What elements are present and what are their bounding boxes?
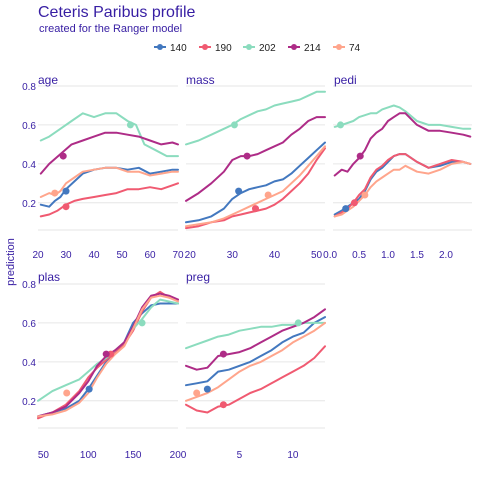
observation-point-140: [342, 205, 350, 213]
x-tick-label: 100: [80, 450, 97, 461]
x-tick-label: 1.0: [381, 250, 395, 261]
observation-point-202: [294, 319, 302, 327]
observation-point-202: [138, 319, 146, 327]
series-line-74: [37, 294, 179, 418]
legend-label-74: 74: [349, 43, 361, 54]
legend-label-214: 214: [304, 43, 321, 54]
observation-point-140: [203, 385, 211, 393]
legend-label-190: 190: [215, 43, 232, 54]
series-line-190: [185, 345, 326, 414]
observation-point-140: [235, 187, 243, 195]
y-tick-label: 0.2: [22, 199, 36, 210]
series-line-214: [185, 308, 326, 371]
observation-point-202: [337, 121, 345, 129]
x-tick-label: 5: [237, 450, 243, 461]
legend-marker-202: [246, 44, 252, 50]
series-line-190: [39, 182, 179, 218]
observation-point-190: [219, 401, 227, 409]
observation-point-214: [356, 152, 364, 160]
x-tick-label: 30: [60, 250, 72, 261]
panel-preg: preg 5 10: [185, 270, 326, 461]
y-tick-label: 0.8: [22, 280, 36, 291]
x-tick-label: 50: [311, 250, 323, 261]
observation-point-74: [264, 191, 272, 199]
legend-label-202: 202: [259, 43, 276, 54]
series-line-202: [333, 104, 472, 130]
observation-point-202: [230, 121, 238, 129]
x-tick-label: 1.5: [410, 250, 424, 261]
panel-mass: mass 20 30 40 50: [185, 73, 326, 261]
panel-title-mass: mass: [186, 73, 215, 87]
observation-point-190: [62, 203, 70, 211]
x-tick-label: 70: [172, 250, 184, 261]
observation-point-74: [361, 191, 369, 199]
y-tick-label: 0.4: [22, 160, 36, 171]
panel-title-pedi: pedi: [334, 73, 357, 87]
legend-marker-140: [157, 44, 163, 50]
x-tick-label: 20: [32, 250, 44, 261]
x-tick-label: 50: [38, 450, 50, 461]
series-line-140: [37, 302, 179, 418]
series-line-202: [39, 112, 179, 158]
series-line-202: [37, 298, 179, 402]
y-tick-label: 0.6: [22, 319, 36, 330]
observation-point-214: [243, 152, 251, 160]
panel-pedi: pedi 0.0 0.5 1.0 1.5 2.0: [323, 73, 472, 261]
x-tick-label: 2.0: [439, 250, 453, 261]
series-line-214: [39, 131, 179, 175]
x-tick-label: 20: [185, 250, 197, 261]
panel-title-preg: preg: [186, 270, 210, 284]
series-line-214: [185, 116, 326, 202]
y-tick-label: 0.2: [22, 397, 36, 408]
x-tick-label: 0.0: [323, 250, 337, 261]
observation-point-190: [252, 205, 259, 213]
panel-title-age: age: [38, 73, 58, 87]
panel-title-plas: plas: [38, 270, 60, 284]
observation-point-140: [62, 187, 70, 195]
x-tick-label: 60: [144, 250, 156, 261]
y-tick-label: 0.4: [22, 358, 36, 369]
x-tick-label: 40: [88, 250, 100, 261]
legend-marker-190: [202, 44, 208, 50]
y-tick-label: 0.6: [22, 121, 36, 132]
observation-point-190: [350, 199, 358, 207]
observation-point-214: [219, 350, 227, 358]
observation-point-140: [85, 385, 93, 393]
x-tick-label: 40: [269, 250, 281, 261]
observation-point-214: [102, 350, 110, 358]
y-axis-label: prediction: [5, 238, 17, 286]
x-tick-label: 0.5: [352, 250, 366, 261]
series-line-214: [333, 112, 472, 177]
series-line-74: [333, 160, 472, 218]
x-tick-label: 10: [287, 450, 299, 461]
observation-point-74: [193, 389, 201, 397]
legend-marker-74: [336, 44, 342, 50]
x-tick-label: 50: [116, 250, 128, 261]
observation-point-214: [59, 152, 67, 160]
chart-title: Ceteris Paribus profile: [38, 4, 196, 21]
legend: 140 190 202 214 74: [154, 43, 361, 54]
series-line-140: [185, 141, 326, 224]
observation-point-202: [126, 121, 134, 129]
series-line-202: [185, 90, 326, 146]
series-line-74: [185, 145, 326, 228]
x-tick-label: 200: [170, 450, 187, 461]
legend-label-140: 140: [170, 43, 187, 54]
y-tick-label: 0.8: [22, 82, 36, 93]
chart-subtitle: created for the Ranger model: [39, 23, 183, 35]
series-line-214: [37, 292, 179, 418]
observation-point-74: [51, 189, 59, 197]
series-line-140: [185, 316, 326, 387]
x-tick-label: 30: [227, 250, 239, 261]
observation-point-74: [63, 389, 71, 397]
x-tick-label: 150: [125, 450, 142, 461]
legend-marker-214: [291, 44, 297, 50]
